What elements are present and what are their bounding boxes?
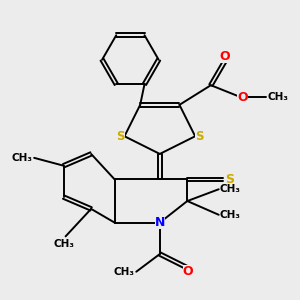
- Text: N: N: [154, 216, 165, 229]
- Text: S: S: [225, 173, 234, 186]
- Text: CH₃: CH₃: [220, 210, 241, 220]
- Text: O: O: [219, 50, 230, 64]
- Text: CH₃: CH₃: [220, 184, 241, 194]
- Text: CH₃: CH₃: [12, 153, 33, 163]
- Text: CH₃: CH₃: [268, 92, 289, 102]
- Text: O: O: [183, 265, 194, 278]
- Text: O: O: [237, 91, 247, 103]
- Text: S: S: [195, 130, 203, 143]
- Text: CH₃: CH₃: [53, 239, 74, 249]
- Text: CH₃: CH₃: [113, 267, 134, 277]
- Text: S: S: [116, 130, 125, 143]
